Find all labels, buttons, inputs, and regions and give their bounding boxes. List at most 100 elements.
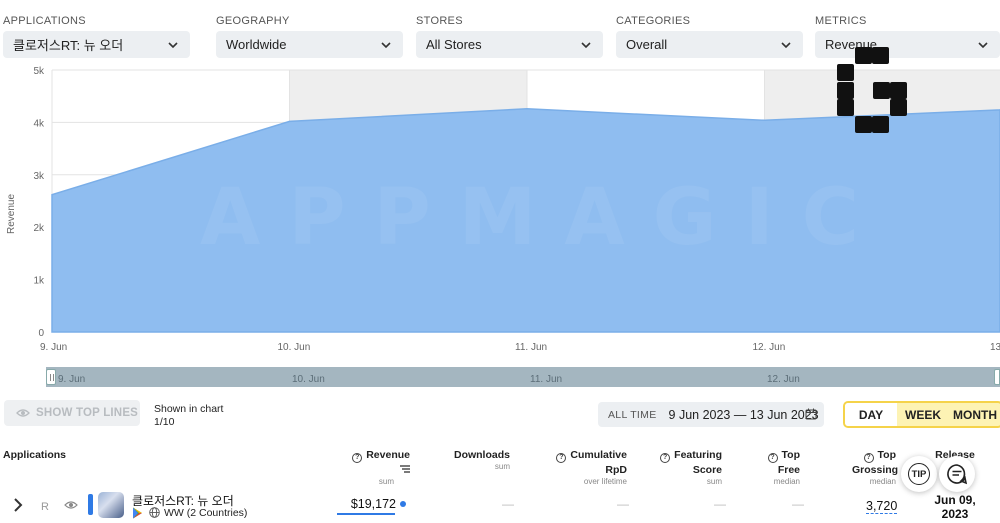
col-header-label: Cumulative RpD (570, 449, 627, 476)
navigator-handle-right[interactable] (994, 369, 1000, 385)
x-tick-label: 12. Jun (753, 342, 786, 353)
help-icon[interactable]: ? (352, 453, 363, 463)
chevron-down-icon (781, 41, 791, 48)
filter-stores: STORES All Stores (416, 14, 603, 58)
help-icon[interactable]: ? (767, 453, 778, 463)
revenue-series-area (51, 108, 1000, 333)
tip-label: TIP (908, 463, 930, 485)
col-header-revenue[interactable]: ? Revenue sum (340, 448, 410, 487)
app-name[interactable]: 클로저스RT: 뉴 오더 (132, 494, 234, 508)
filter-label: APPLICATIONS (3, 15, 86, 27)
series-dot (400, 501, 406, 507)
row-rank: R (41, 501, 49, 513)
col-header-label-2: Free (777, 464, 800, 476)
loading-spinner-icon (836, 46, 908, 134)
chat-button[interactable] (939, 456, 975, 492)
show-top-lines-button[interactable]: SHOW TOP LINES (4, 400, 140, 426)
col-header-label: Top (781, 449, 800, 461)
metrics-select[interactable]: Revenue (815, 31, 1000, 58)
x-tick-label: 13. Jun (990, 342, 1000, 353)
filter-label: CATEGORIES (616, 15, 691, 27)
release-value: Jun 09, 2023 (930, 493, 980, 521)
col-header-label: Revenue (366, 449, 410, 461)
col-header-sub: median (773, 477, 800, 486)
eye-icon (16, 409, 30, 417)
y-tick-label: 3k (33, 171, 45, 182)
col-header-rpd[interactable]: ? Cumulative RpD over lifetime (535, 448, 627, 487)
y-tick-label: 0 (38, 328, 44, 339)
categories-select[interactable]: Overall (616, 31, 803, 58)
shown-in-chart-count: 1/10 (154, 416, 175, 428)
date-range-picker[interactable]: ALL TIME 9 Jun 2023 — 13 Jun 2023 (598, 402, 824, 427)
col-header-applications: Applications (3, 449, 67, 461)
calendar-icon[interactable] (805, 408, 817, 420)
google-play-icon (133, 507, 142, 519)
help-icon[interactable]: ? (556, 453, 567, 463)
countries-value: WW (2 Countries) (164, 507, 248, 519)
navigator-handle-left[interactable] (46, 369, 56, 385)
navigator-label: 12. Jun (767, 374, 800, 385)
eye-icon[interactable] (64, 500, 78, 510)
y-tick-label: 4k (33, 118, 45, 129)
geography-select[interactable]: Worldwide (216, 31, 403, 58)
app-icon[interactable] (98, 492, 124, 518)
chart-range-navigator[interactable]: 9. Jun 10. Jun 11. Jun 12. Jun (46, 367, 1000, 387)
revenue-value: $19,172 (350, 497, 396, 511)
chat-icon (947, 464, 968, 485)
shown-in-chart-label: Shown in chart (154, 403, 224, 415)
chevron-down-icon (581, 41, 591, 48)
filter-geography: GEOGRAPHY Worldwide (216, 14, 403, 58)
x-tick-label: 10. Jun (278, 342, 311, 353)
revenue-bar (337, 513, 395, 515)
filter-value: All Stores (426, 37, 482, 52)
chevron-down-icon (168, 41, 178, 48)
appmagic-watermark: APPMAGIC (200, 173, 887, 263)
top-free-value: — (792, 497, 804, 511)
col-header-sub: over lifetime (583, 477, 627, 486)
show-top-lines-label: SHOW TOP LINES (36, 407, 139, 419)
sort-icon[interactable] (400, 465, 410, 473)
navigator-label: 9. Jun (58, 374, 86, 385)
period-day-button[interactable]: DAY (845, 403, 897, 426)
x-tick-label: 9. Jun (40, 342, 67, 353)
col-header-label: Featuring (674, 449, 722, 461)
period-month-button[interactable]: MONTH (953, 407, 997, 422)
col-header-sub: sum (706, 477, 722, 486)
col-header-label-2: Grossing (852, 464, 899, 476)
period-week-button[interactable]: WEEK (905, 407, 941, 422)
filter-label: STORES (416, 15, 463, 27)
col-header-top-free[interactable]: ? Top Free median (760, 448, 800, 487)
period-toggle: DAY WEEK MONTH (843, 401, 1000, 428)
downloads-value: — (502, 497, 514, 511)
col-header-downloads[interactable]: Downloads sum (440, 448, 510, 472)
col-header-sub: median (869, 477, 896, 486)
filter-value: 클로저스RT: 뉴 오더 (13, 38, 124, 53)
date-range-value: 9 Jun 2023 — 13 Jun 2023 (668, 407, 819, 422)
y-axis-label: Revenue (6, 194, 17, 234)
filter-categories: CATEGORIES Overall (616, 14, 803, 58)
col-header-sub: sum (378, 477, 394, 486)
stores-select[interactable]: All Stores (416, 31, 603, 58)
y-tick-label: 2k (33, 223, 45, 234)
col-header-featuring[interactable]: ? Featuring Score sum (660, 448, 722, 487)
help-icon[interactable]: ? (863, 453, 874, 463)
chevron-right-icon[interactable] (12, 498, 24, 512)
navigator-label: 10. Jun (292, 374, 325, 385)
top-grossing-value[interactable]: 3,720 (866, 499, 898, 514)
featuring-value: — (714, 497, 726, 511)
table-row[interactable]: R 클로저스RT: 뉴 오더 WW (2 Countries) $19,172 … (0, 486, 1000, 523)
y-tick-label: 1k (33, 276, 45, 287)
col-header-top-grossing[interactable]: ? Top Grossing median (852, 448, 899, 487)
chevron-down-icon (381, 41, 391, 48)
help-icon[interactable]: ? (660, 453, 671, 463)
all-time-label[interactable]: ALL TIME (608, 408, 657, 421)
filter-label: METRICS (815, 15, 867, 27)
filter-metrics: METRICS Revenue (815, 14, 1000, 58)
filter-value: Worldwide (226, 37, 287, 52)
chevron-down-icon (978, 41, 988, 48)
tip-button[interactable]: TIP (901, 456, 937, 492)
revenue-area-chart[interactable]: APPMAGIC 0 1k 2k 3k 4k 5k 9. Jun 10. Jun 11. Ju… (0, 62, 1000, 362)
applications-select[interactable]: 클로저스RT: 뉴 오더 (3, 31, 190, 58)
x-tick-label: 11. Jun (515, 342, 547, 353)
rpd-value: — (617, 497, 629, 511)
